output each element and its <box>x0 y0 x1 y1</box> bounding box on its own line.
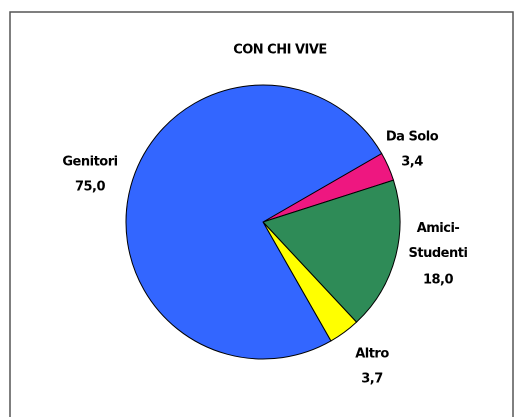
chart-title: CON CHI VIVE <box>233 43 327 58</box>
slice-label: Amici- Studenti <box>409 221 468 261</box>
pie-slice <box>125 84 383 360</box>
value-label: 18,0 <box>423 273 454 288</box>
value-label: 3,4 <box>401 155 423 170</box>
pie-slice <box>262 179 401 323</box>
slice-label: Genitori <box>62 155 117 170</box>
value-label: 75,0 <box>75 180 106 195</box>
label-line: Amici- <box>417 221 460 236</box>
value-label: 3,7 <box>361 372 383 387</box>
slice-label: Da Solo <box>386 130 439 145</box>
label-line: Studenti <box>409 246 468 261</box>
slice-label: Altro <box>355 347 389 362</box>
